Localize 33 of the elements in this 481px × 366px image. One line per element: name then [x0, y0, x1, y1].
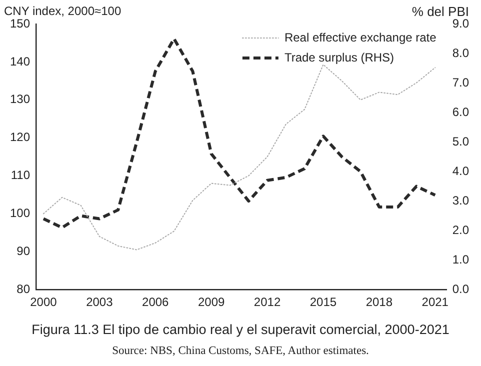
y2-tick-label: 9.0: [452, 16, 470, 30]
x-tick-label: 2009: [198, 295, 225, 310]
y2-tick-label: 0.0: [452, 282, 470, 296]
x-tick-label: 2021: [422, 295, 449, 310]
y2-tick-label: 5.0: [452, 134, 470, 148]
y2-tick-label: 2.0: [452, 222, 470, 237]
x-tick-label: 2015: [310, 295, 337, 310]
y-axis-title: CNY index, 2000≈100: [4, 4, 122, 18]
y-tick-label: 80: [16, 282, 30, 296]
source-note: Source: NBS, China Customs, SAFE, Author estimates.: [111, 345, 370, 357]
y-tick-label: 150: [10, 16, 30, 30]
y-tick-label: 100: [10, 206, 30, 220]
x-tick-label: 2006: [142, 295, 170, 310]
x-tick-label: 2000: [30, 295, 58, 310]
y2-tick-label: 3.0: [452, 193, 470, 208]
y-tick-label: 110: [10, 168, 30, 182]
legend-label: Real effective exchange rate: [284, 30, 437, 44]
y2-tick-label: 7.0: [452, 75, 470, 90]
y-tick-label: 120: [10, 130, 30, 144]
legend-label: Trade surplus (RHS): [284, 50, 394, 64]
y2-tick-label: 8.0: [452, 46, 470, 60]
y2-tick-label: 4.0: [452, 164, 470, 178]
y-tick-label: 90: [16, 244, 30, 258]
y-tick-label: 130: [10, 92, 30, 106]
x-tick-label: 2003: [86, 295, 114, 310]
x-tick-label: 2018: [366, 295, 393, 310]
y2-axis-title: % del PBI: [412, 4, 469, 19]
x-tick-label: 2012: [254, 295, 281, 310]
y-tick-label: 140: [10, 54, 30, 68]
y2-tick-label: 6.0: [452, 104, 470, 119]
text: Figura 11.3 El tipo de cambio real y el superavit comercial, 2000-2021: [30, 322, 450, 337]
y2-tick-label: 1.0: [452, 252, 470, 266]
line-series: [42, 64, 436, 250]
